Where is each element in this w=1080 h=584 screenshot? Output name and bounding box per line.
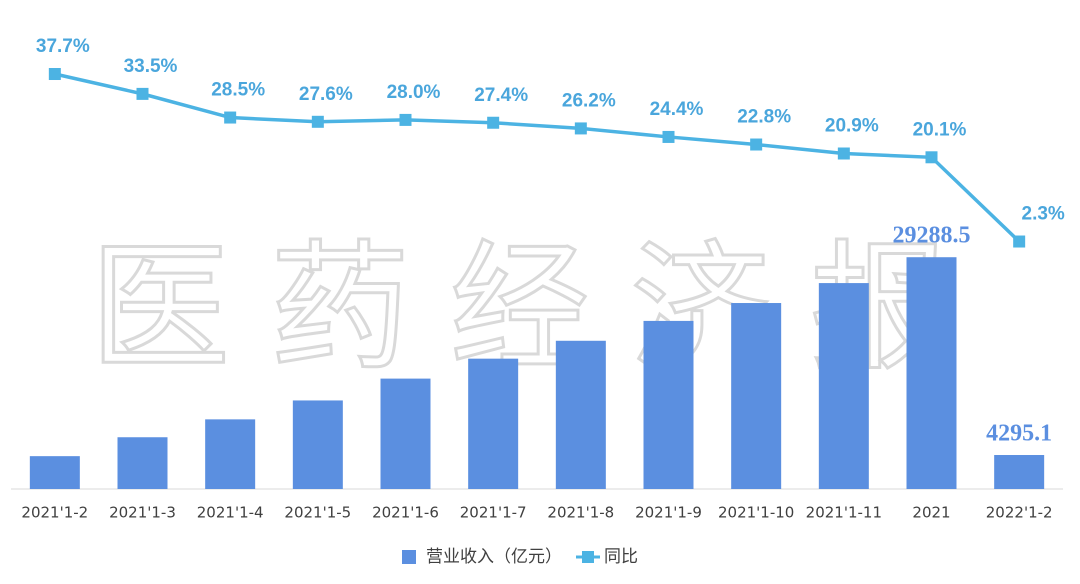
- x-tick-label: 2021'1-4: [197, 504, 264, 522]
- bar: [292, 400, 343, 489]
- data-label: 28.0%: [387, 82, 441, 103]
- line-marker: [750, 138, 763, 151]
- legend-swatch: [402, 550, 416, 564]
- watermark: 医药经济报: [90, 228, 990, 391]
- x-tick-label: 2021'1-10: [718, 504, 794, 522]
- x-tick-label: 2021'1-2: [21, 504, 88, 522]
- line-marker: [1013, 235, 1026, 248]
- bar: [906, 257, 957, 489]
- data-label: 27.6%: [299, 84, 353, 105]
- bar: [468, 358, 519, 489]
- line-marker: [837, 147, 850, 160]
- legend-swatch: [582, 551, 594, 563]
- x-tick-label: 2022'1-2: [986, 504, 1053, 522]
- data-label: 20.1%: [913, 119, 967, 140]
- legend-label: 营业收入（亿元）: [426, 547, 562, 567]
- x-tick-label: 2021'1-8: [547, 504, 614, 522]
- bar: [29, 456, 80, 489]
- data-label: 37.7%: [36, 36, 90, 57]
- x-tick-label: 2021: [912, 504, 950, 522]
- bar: [380, 378, 431, 489]
- line-marker: [574, 122, 587, 135]
- bar: [994, 455, 1045, 489]
- bar: [205, 419, 256, 489]
- line-marker: [925, 151, 938, 164]
- line-marker: [662, 130, 675, 143]
- data-label: 33.5%: [124, 56, 178, 77]
- data-label: 27.4%: [474, 85, 528, 106]
- bar: [643, 320, 694, 489]
- bar: [731, 303, 782, 489]
- line-marker: [487, 116, 500, 129]
- data-label: 2.3%: [1022, 204, 1065, 225]
- data-label: 22.8%: [737, 107, 791, 128]
- line-marker: [48, 68, 61, 81]
- legend-label: 同比: [604, 547, 638, 567]
- x-tick-label: 2021'1-9: [635, 504, 702, 522]
- line-marker: [311, 115, 324, 128]
- data-label: 4295.1: [986, 421, 1052, 447]
- data-label: 29288.5: [893, 223, 971, 249]
- data-label: 26.2%: [562, 90, 616, 111]
- line-marker: [224, 111, 237, 124]
- data-label: 28.5%: [211, 80, 265, 101]
- x-tick-label: 2021'1-5: [284, 504, 351, 522]
- x-tick-label: 2021'1-11: [806, 504, 882, 522]
- line-marker: [136, 87, 149, 100]
- data-label: 20.9%: [825, 116, 879, 137]
- bar: [555, 340, 606, 489]
- line-marker: [399, 113, 412, 126]
- x-tick-label: 2021'1-7: [460, 504, 527, 522]
- x-tick-label: 2021'1-6: [372, 504, 439, 522]
- line: [54, 72, 1021, 243]
- x-tick-label: 2021'1-3: [109, 504, 176, 522]
- data-label: 24.4%: [650, 99, 704, 120]
- bar: [117, 437, 168, 489]
- bar: [818, 283, 869, 489]
